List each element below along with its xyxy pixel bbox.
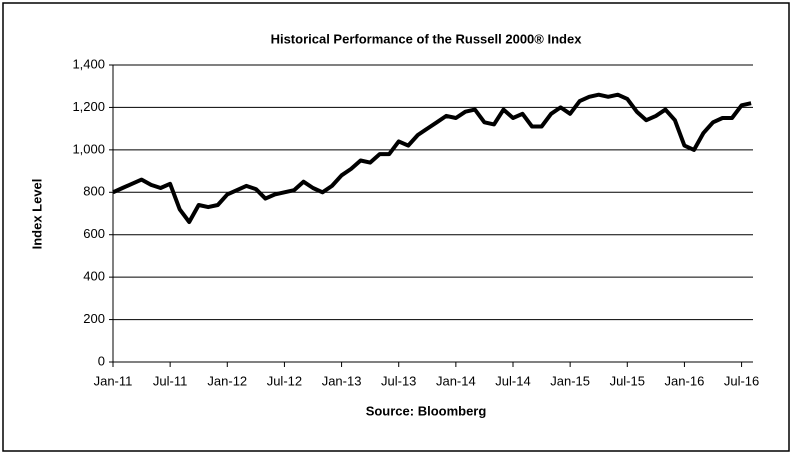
y-tick-label: 1,400 bbox=[72, 56, 105, 71]
x-tick-label: Jan-16 bbox=[665, 373, 705, 388]
x-tick-label: Jan-15 bbox=[550, 373, 590, 388]
x-tick-label: Jan-13 bbox=[322, 373, 362, 388]
y-tick-label: 600 bbox=[83, 226, 105, 241]
y-axis-label: Index Level bbox=[29, 179, 44, 250]
x-tick-label: Jan-11 bbox=[94, 373, 133, 388]
line-series bbox=[112, 92, 752, 224]
x-tick-label: Jul-16 bbox=[724, 373, 759, 388]
x-tick-label: Jul-15 bbox=[610, 373, 645, 388]
y-tick-label: 1,200 bbox=[72, 99, 105, 114]
x-tick-label: Jul-14 bbox=[495, 373, 530, 388]
chart-title: Historical Performance of the Russell 20… bbox=[271, 31, 583, 46]
y-tick-label: 400 bbox=[83, 269, 105, 284]
y-tick-label: 200 bbox=[83, 311, 105, 326]
x-tick-label: Jul-13 bbox=[381, 373, 416, 388]
x-tick-label: Jan-12 bbox=[207, 373, 247, 388]
x-tick-label: Jul-11 bbox=[153, 373, 187, 388]
x-axis-label: Source: Bloomberg bbox=[366, 403, 487, 418]
x-tick-label: Jul-12 bbox=[267, 373, 302, 388]
y-tick-label: 1,000 bbox=[72, 141, 105, 156]
y-tick-label: 0 bbox=[98, 353, 105, 368]
y-tick-label: 800 bbox=[83, 184, 105, 199]
x-tick-label: Jan-14 bbox=[436, 373, 476, 388]
